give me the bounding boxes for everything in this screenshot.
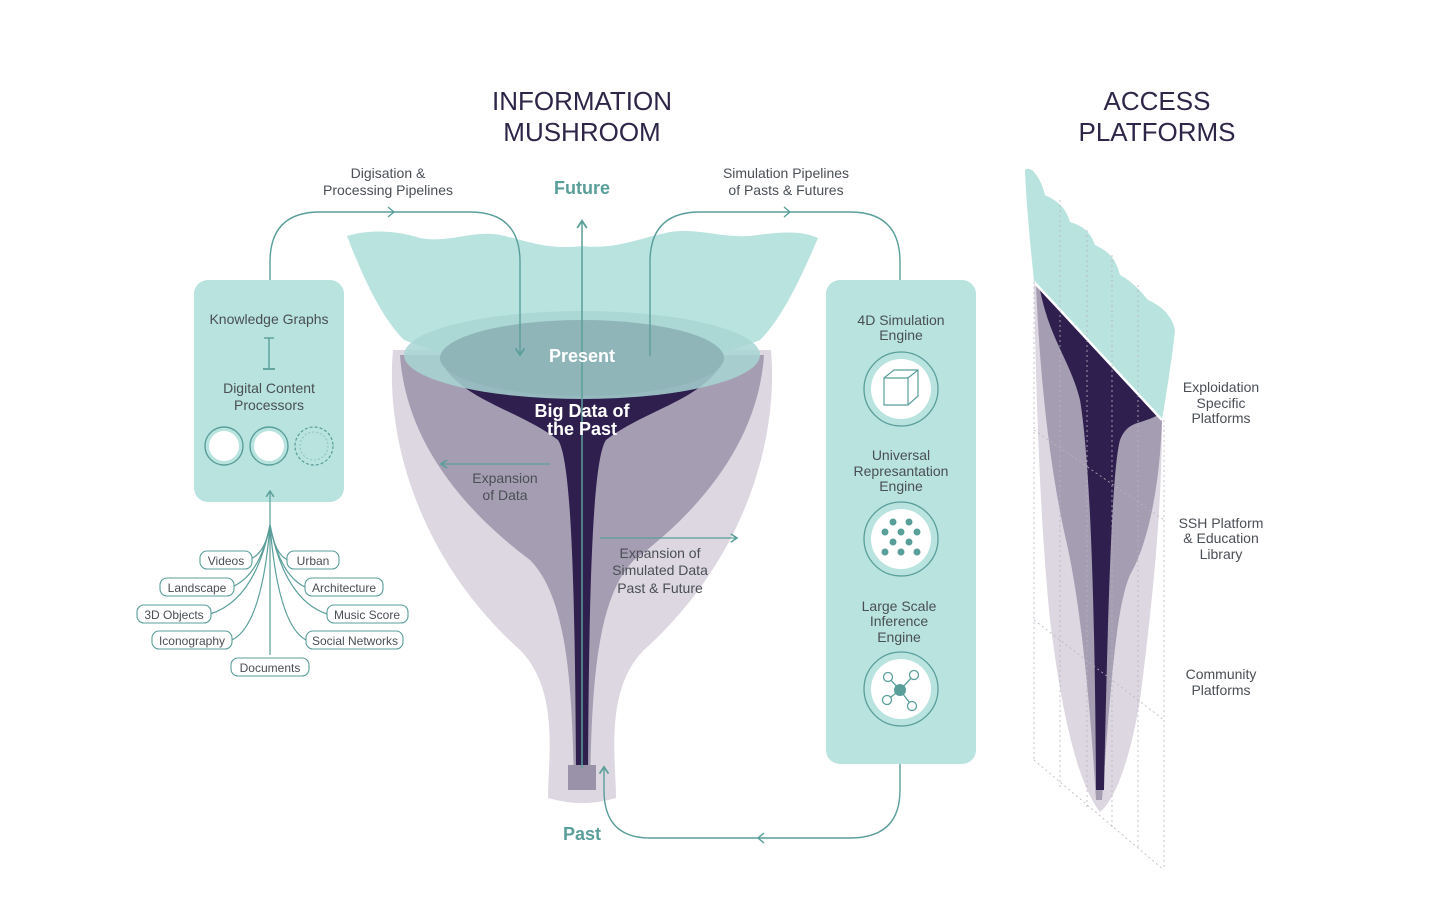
digitisation-label-line1: Digisation &: [351, 165, 426, 181]
simulation-pipeline-arrow: [649, 211, 906, 356]
platform-ssh-line2: & Education: [1183, 530, 1259, 546]
engine-sim-line1: 4D Simulation: [857, 312, 944, 328]
sim-expansion-line1: Expansion of: [620, 545, 701, 561]
digitisation-label-line2: Processing Pipelines: [323, 182, 453, 198]
platform-com-line2: Platforms: [1191, 682, 1250, 698]
tag-videos: Videos: [208, 554, 244, 568]
tag-3d-objects-box: [136, 604, 212, 624]
title-mushroom: MUSHROOM: [503, 117, 660, 147]
sim-expansion-line2: Simulated Data: [612, 562, 708, 578]
present-label: Present: [549, 346, 615, 366]
tag-videos-box: [199, 550, 253, 570]
funnel-stem: [568, 765, 596, 790]
slice-dark-core: [1040, 290, 1158, 790]
processor-3-icon: [294, 426, 334, 466]
simulation-label-line1: Simulation Pipelines: [723, 165, 849, 181]
platform-ssh-line3: Library: [1200, 546, 1243, 562]
past-label: Past: [563, 824, 601, 844]
big-data-label-line2: the Past: [547, 419, 617, 439]
return-pipeline-arrow: [598, 750, 901, 839]
future-label: Future: [554, 178, 610, 198]
engine-sim-line2: Engine: [879, 327, 923, 343]
platform-exp-line1: Exploidation: [1183, 379, 1259, 395]
expansion-label-line2: of Data: [482, 487, 527, 503]
tag-landscape-box: [159, 577, 235, 597]
platforms-slice: [1025, 168, 1175, 871]
simulation-label-line2: of Pasts & Futures: [728, 182, 843, 198]
processor-1-icon: [204, 426, 244, 466]
source-tags: Videos Urban Landscape Architecture 3D O…: [136, 550, 409, 677]
platform-com-line1: Community: [1186, 666, 1257, 682]
title-information: INFORMATION: [492, 86, 672, 116]
expansion-label-line1: Expansion: [472, 470, 537, 486]
processors-label-line2: Processors: [234, 397, 304, 413]
tag-architecture: Architecture: [312, 581, 376, 595]
tag-architecture-box: [304, 577, 384, 597]
pipeline-mid-chevron: [387, 206, 396, 218]
title-access: ACCESS: [1104, 86, 1211, 116]
engine-urep-line2: Represantation: [854, 463, 949, 479]
sim-expansion-line3: Past & Future: [617, 580, 703, 596]
processors-label-line1: Digital Content: [223, 380, 315, 396]
platform-exp-line3: Platforms: [1191, 410, 1250, 426]
source-tree: [209, 489, 328, 655]
tag-social-networks-box: [305, 630, 404, 650]
tag-urban: Urban: [297, 554, 330, 568]
engine-urep-line3: Engine: [879, 478, 923, 494]
processor-2-icon: [249, 426, 289, 466]
processor-icons: [204, 426, 334, 466]
network-node-icon: [863, 651, 939, 727]
tag-3d-objects: 3D Objects: [144, 608, 203, 622]
engine-inf-line1: Large Scale: [862, 598, 937, 614]
tag-landscape: Landscape: [168, 581, 227, 595]
slice-cut-line: [1033, 281, 1163, 421]
cube-icon: [863, 351, 939, 427]
platform-exp-line2: Specific: [1196, 395, 1245, 411]
platform-ssh-line1: SSH Platform: [1179, 515, 1264, 531]
knowledge-graphs-label: Knowledge Graphs: [209, 311, 328, 327]
big-data-label-line1: Big Data of: [534, 401, 630, 421]
dots-grid-icon: [863, 501, 939, 577]
slice-teal-cap: [1025, 168, 1175, 420]
tag-iconography-box: [151, 630, 233, 650]
tag-social-networks: Social Networks: [312, 634, 398, 648]
tag-music-score-box: [326, 604, 409, 624]
engine-inf-line3: Engine: [877, 629, 921, 645]
tag-documents: Documents: [240, 661, 301, 675]
engine-urep-line1: Universal: [872, 447, 930, 463]
tag-documents-box: [230, 657, 310, 677]
engine-inf-line2: Inference: [870, 613, 929, 629]
tag-iconography: Iconography: [159, 634, 225, 648]
pipeline-right-chevron: [783, 206, 792, 218]
tag-music-score: Music Score: [334, 608, 400, 622]
title-platforms: PLATFORMS: [1079, 117, 1236, 147]
tag-urban-box: [286, 550, 340, 570]
return-mid-chevron: [756, 832, 765, 844]
